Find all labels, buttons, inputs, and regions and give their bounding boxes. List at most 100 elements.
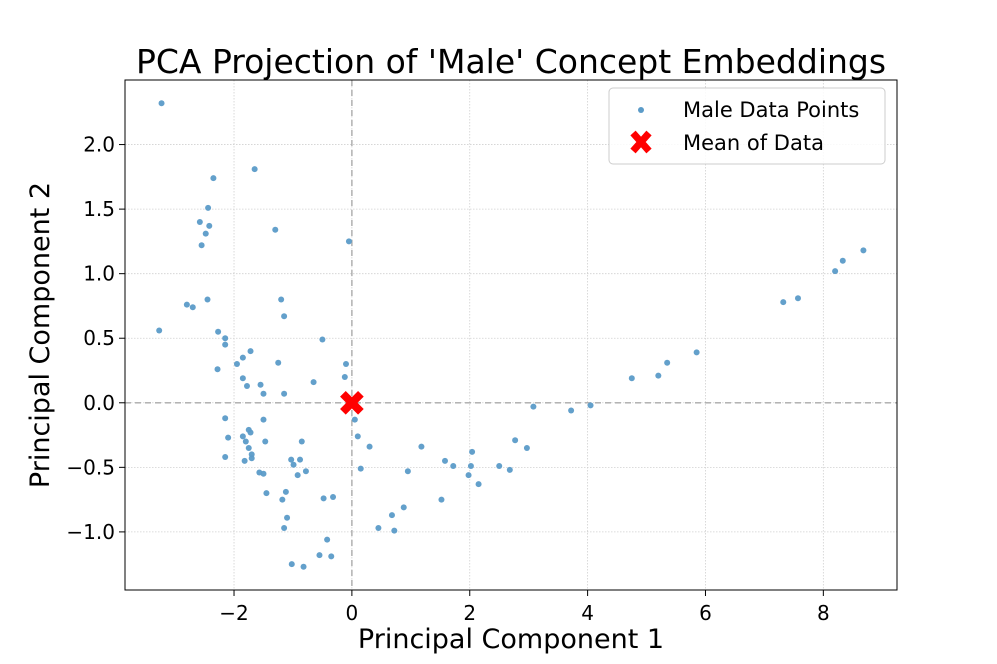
data-point — [233, 361, 240, 368]
x-tick-label: 6 — [699, 601, 712, 625]
data-point — [391, 527, 398, 534]
data-point — [298, 438, 305, 445]
data-point — [290, 461, 297, 468]
y-axis-ticks: −1.0 −0.5 0.0 0.5 1.0 1.5 2.0 — [66, 133, 125, 544]
data-point — [320, 495, 327, 502]
data-point — [284, 514, 291, 521]
data-point — [780, 299, 787, 306]
data-point — [281, 525, 288, 532]
data-point — [297, 456, 304, 463]
x-axis-label: Principal Component 1 — [358, 624, 664, 655]
y-tick-label: 0.5 — [83, 326, 115, 350]
data-point — [202, 230, 209, 237]
y-tick-label: −1.0 — [66, 520, 115, 544]
data-point — [655, 372, 662, 379]
data-point — [441, 457, 448, 464]
y-tick-label: 2.0 — [83, 133, 115, 157]
data-point — [404, 468, 411, 475]
x-tick-label: −2 — [219, 601, 248, 625]
data-point — [506, 466, 513, 473]
data-point — [222, 415, 229, 422]
data-point — [375, 525, 382, 532]
data-point — [183, 301, 190, 308]
data-point — [225, 434, 232, 441]
data-point — [832, 268, 839, 275]
plot-frame — [124, 79, 898, 591]
y-tick-label: 0.0 — [83, 391, 115, 415]
data-point — [243, 383, 250, 389]
data-point — [251, 166, 258, 173]
data-point — [316, 552, 323, 559]
data-point — [239, 433, 246, 440]
data-point — [272, 226, 279, 233]
legend-label-data-points: Male Data Points — [683, 98, 859, 122]
data-point — [467, 463, 474, 470]
data-point — [281, 390, 288, 397]
data-point — [302, 468, 309, 475]
y-tick-label: 1.5 — [83, 197, 115, 221]
data-point — [465, 472, 472, 479]
data-point — [245, 444, 252, 451]
reference-lines — [125, 80, 897, 590]
data-point — [693, 349, 700, 356]
data-point — [156, 327, 163, 334]
data-point — [214, 366, 221, 373]
data-point — [288, 561, 295, 568]
data-point — [278, 296, 285, 303]
data-point — [222, 335, 229, 342]
data-point — [222, 341, 229, 348]
data-point — [260, 470, 267, 477]
chart-title: PCA Projection of 'Male' Concept Embeddi… — [136, 42, 886, 81]
data-point — [206, 222, 213, 229]
data-point — [366, 443, 373, 450]
y-tick-label: 1.0 — [83, 262, 115, 286]
data-point — [839, 257, 846, 264]
data-point — [342, 361, 349, 368]
data-point — [222, 454, 229, 461]
x-tick-label: 4 — [581, 601, 594, 625]
data-point — [198, 242, 205, 249]
y-axis-label: Principal Component 2 — [25, 182, 56, 488]
data-points — [156, 100, 867, 570]
data-point — [341, 373, 348, 380]
data-point — [310, 379, 317, 386]
mean-marker-group — [340, 390, 364, 415]
legend-label-mean: Mean of Data — [683, 131, 824, 155]
x-tick-label: 2 — [463, 601, 476, 625]
data-point — [257, 381, 264, 388]
data-point — [158, 100, 165, 107]
data-point — [496, 463, 503, 470]
legend-marker-data-points — [638, 107, 644, 113]
data-point — [357, 465, 364, 472]
data-point — [438, 496, 445, 503]
data-point — [354, 433, 361, 440]
legend-box — [608, 87, 886, 165]
data-point — [587, 402, 594, 409]
data-point — [512, 437, 519, 444]
data-point — [239, 375, 246, 382]
data-point — [279, 496, 286, 503]
data-point — [239, 354, 246, 361]
data-point — [196, 219, 203, 226]
data-point — [204, 296, 211, 303]
data-point — [294, 472, 301, 479]
x-tick-label: 0 — [346, 601, 359, 625]
data-point — [282, 488, 289, 495]
x-tick-label: 8 — [817, 601, 830, 625]
data-point — [523, 444, 530, 451]
data-point — [260, 390, 267, 397]
data-point — [262, 438, 269, 445]
data-point — [319, 336, 326, 343]
data-point — [664, 359, 671, 366]
data-point — [324, 536, 331, 543]
data-point — [345, 238, 352, 245]
data-point — [418, 443, 425, 450]
legend-marker-mean — [630, 130, 652, 154]
data-point — [241, 457, 248, 464]
data-point — [475, 481, 482, 488]
y-tick-label: −0.5 — [66, 455, 115, 479]
data-point — [328, 553, 335, 560]
data-point — [189, 304, 196, 311]
data-point — [628, 375, 635, 382]
data-point — [530, 403, 537, 410]
